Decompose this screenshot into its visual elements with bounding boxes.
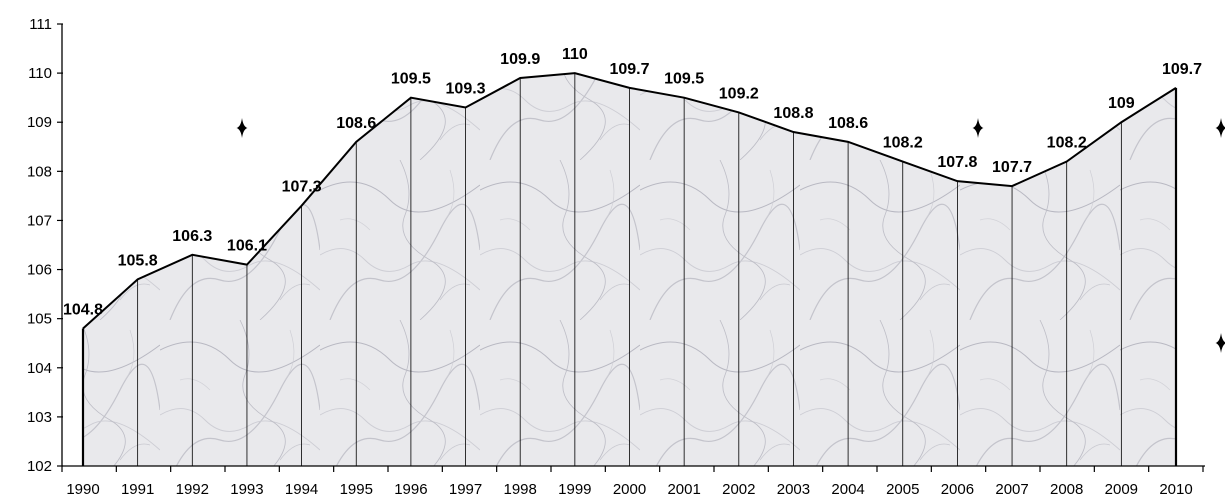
- data-label: 107.3: [282, 179, 322, 196]
- x-tick-label: 1993: [230, 481, 263, 498]
- x-tick-label: 2005: [886, 481, 919, 498]
- x-tick-label: 2007: [995, 481, 1028, 498]
- x-tick-label: 1990: [66, 481, 99, 498]
- data-label: 110: [562, 46, 588, 63]
- data-label: 108.2: [883, 135, 923, 152]
- x-tick-label: 2001: [667, 481, 700, 498]
- vertical-dividers: [81, 73, 1178, 466]
- x-axis: 1990 1991 1992 1993 1994 1995 1996 1997 1998 1999…: [61, 465, 1205, 498]
- x-tick-label: 2004: [831, 481, 864, 498]
- sparkle-icon: [1215, 118, 1225, 138]
- series-line-group: [82, 72, 1177, 330]
- y-tick-label: 108: [27, 163, 52, 180]
- sparkle-icon: [972, 118, 984, 138]
- y-tick-label: 106: [27, 262, 52, 279]
- data-label: 109.9: [500, 51, 540, 68]
- x-tick-label: 2010: [1159, 481, 1192, 498]
- data-label: 104.8: [63, 301, 103, 318]
- y-axis: 102 103 104 105 106 107 108 109 110 111: [27, 16, 63, 475]
- sparkle-icon: [1215, 333, 1225, 353]
- x-tick-label: 2003: [777, 481, 810, 498]
- x-tick-label: 2000: [613, 481, 646, 498]
- x-tick-label: 2002: [722, 481, 755, 498]
- y-tick-label: 109: [27, 114, 52, 131]
- x-tick-label: 1994: [285, 481, 318, 498]
- data-label: 109.3: [446, 80, 486, 97]
- y-tick-label: 104: [27, 360, 52, 377]
- x-tick-label: 2006: [941, 481, 974, 498]
- x-tick-label: 2008: [1050, 481, 1083, 498]
- x-tick-label: 1992: [176, 481, 209, 498]
- x-tick-label: 1998: [504, 481, 537, 498]
- y-tick-label: 105: [27, 311, 52, 328]
- data-label: 108.6: [828, 115, 868, 132]
- data-label: 107.7: [992, 159, 1032, 176]
- data-label: 109.7: [1162, 61, 1202, 78]
- data-label: 106.3: [172, 228, 212, 245]
- data-labels: 104.8 105.8 106.3 106.1 107.3 108.6 109.5 109.3…: [63, 46, 1202, 318]
- data-label: 109.5: [391, 71, 431, 88]
- x-tick-label: 2009: [1105, 481, 1138, 498]
- sparkle-icon: [236, 118, 248, 138]
- data-label: 108.8: [773, 105, 813, 122]
- y-tick-label: 103: [27, 409, 52, 426]
- x-tick-label: 1997: [449, 481, 482, 498]
- y-tick-label: 102: [27, 458, 52, 475]
- x-tick-label: 1996: [394, 481, 427, 498]
- x-tick-label: 1999: [558, 481, 591, 498]
- data-label: 106.1: [227, 238, 267, 255]
- y-tick-label: 111: [29, 16, 52, 33]
- x-tick-label: 1991: [121, 481, 154, 498]
- data-label: 108.6: [336, 115, 376, 132]
- data-label: 108.2: [1047, 135, 1087, 152]
- data-label: 109.5: [664, 71, 704, 88]
- x-tick-label: 1995: [340, 481, 373, 498]
- data-label: 109: [1108, 95, 1135, 112]
- decorative-sparkles: [236, 118, 1225, 353]
- y-tick-label: 107: [27, 212, 52, 229]
- data-label: 109.2: [719, 85, 759, 102]
- data-label: 107.8: [937, 154, 977, 171]
- data-label: 109.7: [609, 61, 649, 78]
- data-label: 105.8: [118, 252, 158, 269]
- y-tick-label: 110: [28, 65, 52, 82]
- series-line: [82, 72, 1177, 330]
